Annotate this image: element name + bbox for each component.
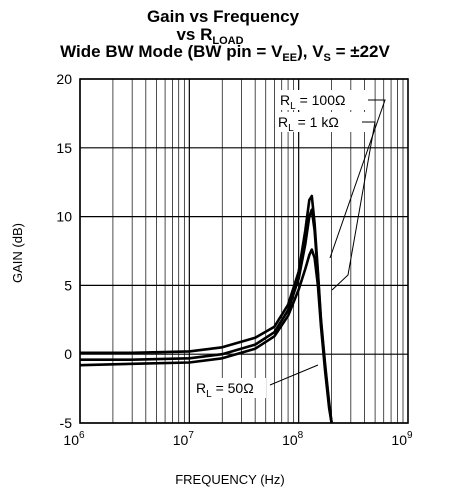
chart-title-line2-sub: LOAD bbox=[212, 35, 243, 47]
series-label-2: RL = 1 kΩ bbox=[278, 114, 339, 134]
series-label-main: R bbox=[280, 92, 290, 108]
series-label-sub: L bbox=[206, 389, 212, 400]
x-tick-label: 107 bbox=[173, 430, 195, 448]
series-label-rest: = 50Ω bbox=[212, 380, 254, 396]
series-label-main: R bbox=[196, 380, 206, 396]
series-leader-1 bbox=[329, 99, 386, 259]
chart-title-line3-part2: ), V bbox=[297, 42, 324, 61]
x-tick-base: 10 bbox=[63, 432, 79, 448]
series-label-sub: L bbox=[290, 101, 296, 112]
series-label-rest: = 1 kΩ bbox=[294, 114, 339, 130]
chart-title-line3-sub2: S bbox=[324, 52, 331, 64]
series-label-bg-2 bbox=[276, 112, 368, 132]
series-leader-3 bbox=[269, 364, 319, 386]
y-tick-label: 0 bbox=[64, 346, 72, 362]
chart-curves bbox=[79, 194, 333, 424]
x-tick-base: 10 bbox=[282, 432, 298, 448]
y-tick-label: 20 bbox=[56, 71, 72, 87]
series-label-bg-1 bbox=[278, 90, 370, 110]
y-tick-label: 10 bbox=[56, 209, 72, 225]
chart-title-line2-main: vs R bbox=[176, 25, 212, 44]
series-label-sub: L bbox=[288, 123, 294, 134]
chart-title-line1: Gain vs Frequency bbox=[147, 7, 300, 26]
y-tick-label: 5 bbox=[64, 277, 72, 293]
x-tick-exponent: 8 bbox=[298, 430, 304, 441]
series-label-3: RL = 50Ω bbox=[196, 380, 254, 400]
series-label-main: R bbox=[278, 114, 288, 130]
chart-title-line3-part3: = ±22V bbox=[331, 42, 391, 61]
y-tick-label: 15 bbox=[56, 140, 72, 156]
plot-frame bbox=[79, 78, 409, 424]
x-tick-base: 10 bbox=[391, 432, 407, 448]
x-tick-label: 109 bbox=[391, 430, 413, 448]
x-tick-exponent: 7 bbox=[188, 430, 194, 441]
x-axis-label: FREQUENCY (Hz) bbox=[175, 472, 285, 487]
y-axis-label: GAIN (dB) bbox=[10, 223, 25, 283]
x-tick-label: 108 bbox=[282, 430, 304, 448]
chart-grid bbox=[79, 78, 409, 424]
x-tick-exponent: 6 bbox=[79, 430, 85, 441]
series-leader-2 bbox=[331, 121, 376, 291]
chart-title-line3: Wide BW Mode (BW pin = VEE), VS = ±22V bbox=[60, 42, 390, 64]
series-label-1: RL = 100Ω bbox=[280, 92, 345, 112]
x-tick-exponent: 9 bbox=[407, 430, 413, 441]
y-tick-label: -5 bbox=[60, 415, 73, 431]
chart-title-line3-sub1: EE bbox=[282, 52, 297, 64]
series-label-bg-3 bbox=[194, 378, 266, 398]
chart-title-line2: vs RLOAD bbox=[176, 25, 243, 47]
x-tick-base: 10 bbox=[173, 432, 189, 448]
chart-title-line3-part1: Wide BW Mode (BW pin = V bbox=[60, 42, 283, 61]
series-label-rest: = 100Ω bbox=[296, 92, 346, 108]
series-line-3 bbox=[79, 248, 333, 424]
x-tick-label: 106 bbox=[63, 430, 85, 448]
